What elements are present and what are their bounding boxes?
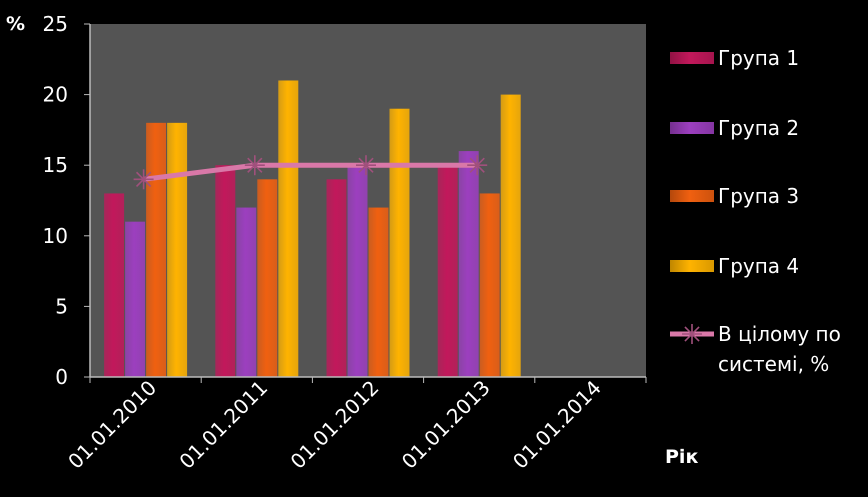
x-ticks: 01.01.2010 01.01.2011 01.01.2012 01.01.2013… (63, 376, 647, 474)
x-tick-label: 01.01.2013 (397, 376, 495, 474)
legend-label: Група 1 (718, 46, 799, 70)
line-point-marker (467, 155, 488, 176)
legend-label: Група 4 (718, 254, 799, 278)
x-tick-label: 01.01.2011 (174, 376, 272, 474)
y-tick-label: 0 (55, 365, 68, 389)
bar (500, 94, 521, 377)
legend-swatch (670, 122, 714, 134)
x-tick-label: 01.01.2010 (63, 376, 161, 474)
bar (146, 122, 167, 377)
legend-label: Група 2 (718, 116, 799, 140)
legend-swatch (670, 190, 714, 202)
y-tick-label: 20 (43, 83, 68, 107)
y-tick-label: 15 (43, 153, 68, 177)
bar (326, 179, 347, 377)
bar (236, 207, 257, 377)
bar (257, 179, 278, 377)
y-tick-label: 5 (55, 294, 68, 318)
bar (125, 221, 146, 377)
line-layer (133, 155, 488, 190)
bar (278, 80, 299, 377)
x-tick-label: 01.01.2014 (508, 376, 606, 474)
bar (437, 165, 458, 377)
y-tick-label: 10 (43, 224, 68, 248)
bar (458, 151, 479, 377)
line-point-marker (356, 155, 376, 176)
legend-label: Група 3 (718, 184, 799, 208)
y-axis-title: % (6, 13, 25, 35)
bar (479, 193, 500, 377)
legend-marker (682, 324, 702, 344)
y-ticks: 0 5 10 15 20 25 (43, 12, 90, 389)
bar (347, 165, 368, 377)
legend-swatch (670, 260, 714, 272)
legend-label: системі, % (718, 352, 829, 376)
line-point-marker (133, 169, 154, 190)
legend: Група 1 Група 2 Група 3 Група 4 В цілому по с… (670, 46, 841, 376)
series-line (143, 162, 478, 182)
x-axis-title: Рік (665, 446, 698, 468)
bar (167, 122, 188, 377)
x-tick-label: 01.01.2012 (286, 376, 384, 474)
bar (215, 165, 236, 377)
legend-swatch (670, 52, 714, 64)
bars-layer (104, 80, 521, 377)
bar (104, 193, 125, 377)
bar (389, 108, 410, 377)
line-point-marker (244, 155, 265, 176)
y-tick-label: 25 (43, 12, 68, 36)
bar (368, 207, 389, 377)
legend-label: В цілому по (718, 322, 841, 346)
